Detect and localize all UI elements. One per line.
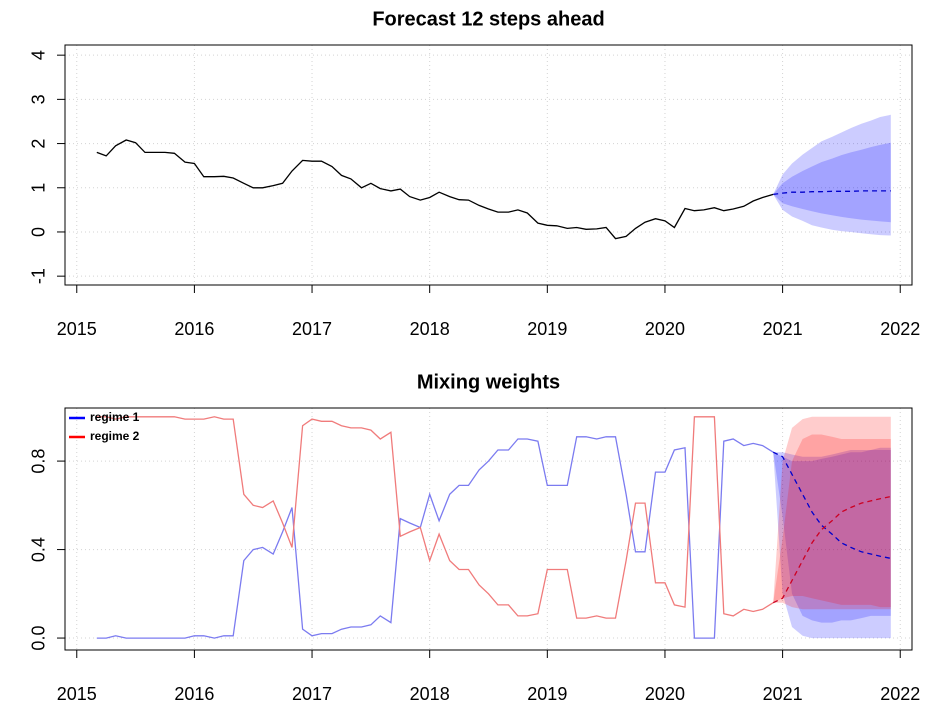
series-line (96, 416, 774, 619)
y-tick-label: 0.0 (29, 626, 49, 651)
x-tick-label: 2021 (763, 684, 803, 704)
x-tick-label: 2015 (57, 684, 97, 704)
plot-frame (64, 44, 913, 286)
x-tick-label: 2018 (410, 319, 450, 339)
y-tick-label: 0 (29, 227, 49, 237)
forecast-line (773, 190, 891, 196)
x-tick-label: 2019 (527, 319, 567, 339)
y-tick-label: 0.4 (29, 537, 49, 562)
chart-title: Forecast 12 steps ahead (372, 8, 604, 30)
x-tick-label: 2018 (410, 684, 450, 704)
x-tick-label: 2017 (292, 684, 332, 704)
x-tick-label: 2020 (645, 684, 685, 704)
plot-frame (64, 407, 913, 651)
y-tick-label: -1 (29, 268, 49, 284)
forecast-band (773, 447, 891, 639)
series-line (96, 436, 774, 639)
x-tick-label: 2017 (292, 319, 332, 339)
y-tick-label: 3 (29, 94, 49, 104)
forecast-line (772, 495, 891, 604)
x-tick-label: 2015 (57, 319, 97, 339)
legend-label: regime 2 (90, 429, 140, 443)
x-tick-label: 2021 (763, 319, 803, 339)
y-tick-label: 4 (29, 50, 49, 60)
series-line (96, 139, 774, 240)
x-tick-label: 2016 (174, 684, 214, 704)
legend-label: regime 1 (90, 410, 140, 424)
x-tick-label: 2022 (880, 319, 920, 339)
y-tick-label: 2 (29, 139, 49, 149)
x-tick-label: 2020 (645, 319, 685, 339)
x-tick-label: 2022 (880, 684, 920, 704)
forecast-line (772, 451, 891, 560)
y-tick-label: 1 (29, 183, 49, 193)
forecast-band (773, 416, 891, 610)
x-tick-label: 2016 (174, 319, 214, 339)
forecast-band (773, 142, 891, 223)
forecast-band (773, 114, 891, 236)
chart-title: Mixing weights (417, 371, 560, 393)
x-tick-label: 2019 (527, 684, 567, 704)
forecast-band (773, 450, 891, 623)
y-tick-label: 0.8 (29, 449, 49, 474)
